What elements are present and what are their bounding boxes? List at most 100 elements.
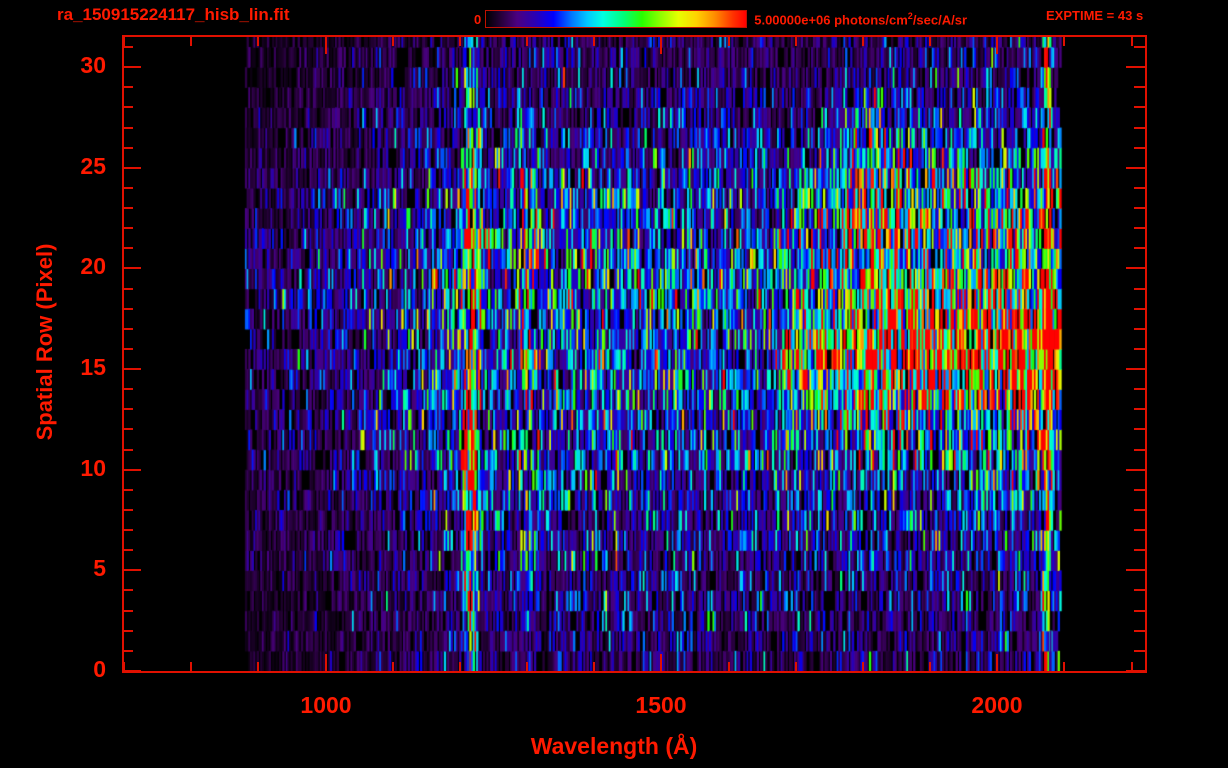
x-axis-tick-minor-top xyxy=(123,35,125,46)
y-axis-tick-minor-right xyxy=(1134,449,1145,451)
y-axis-tick-minor-right xyxy=(1134,86,1145,88)
y-axis-tick-major xyxy=(122,670,141,672)
x-axis-tick-major-top xyxy=(325,35,327,54)
y-axis-tick-minor-right xyxy=(1134,147,1145,149)
x-axis-tick-minor-top xyxy=(1063,35,1065,46)
x-axis-tick-major xyxy=(996,654,998,673)
y-axis-tick-minor-right xyxy=(1134,227,1145,229)
colorbar-max-units: /sec/A/sr xyxy=(912,12,968,28)
y-axis-tick-minor-right xyxy=(1134,589,1145,591)
y-axis-tick-major-right xyxy=(1126,469,1145,471)
y-axis-tick-minor-right xyxy=(1134,630,1145,632)
y-axis-tick-major xyxy=(122,569,141,571)
y-axis-tick-minor-right xyxy=(1134,489,1145,491)
y-axis-tick-major-right xyxy=(1126,66,1145,68)
y-axis-tick-minor xyxy=(122,247,133,249)
y-axis-tick-minor xyxy=(122,630,133,632)
y-axis-tick-minor xyxy=(122,408,133,410)
x-axis-tick-minor xyxy=(257,662,259,673)
y-axis-tick-minor xyxy=(122,106,133,108)
x-axis-tick-major-top xyxy=(660,35,662,54)
y-axis-tick-minor-right xyxy=(1134,610,1145,612)
y-axis-tick-minor xyxy=(122,650,133,652)
colorbar-max-label: 5.00000e+06 photons/cm2/sec/A/sr xyxy=(754,11,968,28)
exposure-time-label: EXPTIME = 43 s xyxy=(1046,8,1144,23)
y-axis-tick-minor xyxy=(122,589,133,591)
y-axis-tick-minor xyxy=(122,449,133,451)
x-axis-tick-label: 1000 xyxy=(300,692,352,718)
y-axis-tick-minor-right xyxy=(1134,650,1145,652)
y-axis-tick-minor-right xyxy=(1134,308,1145,310)
x-axis-tick-minor-top xyxy=(929,35,931,46)
y-axis-tick-minor xyxy=(122,288,133,290)
y-axis-tick-minor-right xyxy=(1134,328,1145,330)
y-axis-tick-minor-right xyxy=(1134,127,1145,129)
y-axis-tick-minor xyxy=(122,348,133,350)
y-axis-tick-minor-right xyxy=(1134,408,1145,410)
y-axis-tick-major xyxy=(122,66,141,68)
y-axis-tick-minor xyxy=(122,46,133,48)
y-axis-tick-minor xyxy=(122,187,133,189)
y-axis-tick-minor xyxy=(122,207,133,209)
x-axis-tick-minor xyxy=(1131,662,1133,673)
y-axis-tick-minor xyxy=(122,227,133,229)
y-axis-tick-minor-right xyxy=(1134,288,1145,290)
y-axis-tick-minor xyxy=(122,549,133,551)
y-axis-tick-minor xyxy=(122,428,133,430)
y-axis-tick-label: 0 xyxy=(93,656,106,682)
y-axis-tick-minor-right xyxy=(1134,187,1145,189)
y-axis-tick-major-right xyxy=(1126,167,1145,169)
x-axis-tick-major xyxy=(325,654,327,673)
x-axis-tick-minor xyxy=(929,662,931,673)
x-axis-title: Wavelength (Å) xyxy=(530,733,698,759)
y-axis-tick-minor-right xyxy=(1134,247,1145,249)
y-axis-tick-minor xyxy=(122,308,133,310)
colorbar-legend: 0 5.00000e+06 photons/cm2/sec/A/sr xyxy=(474,8,967,30)
y-axis-tick-minor xyxy=(122,610,133,612)
y-axis-tick-major xyxy=(122,368,141,370)
y-axis-tick-major xyxy=(122,167,141,169)
y-axis-tick-major xyxy=(122,469,141,471)
y-axis-tick-major-right xyxy=(1126,368,1145,370)
y-axis-tick-minor-right xyxy=(1134,428,1145,430)
y-axis-tick-label: 25 xyxy=(80,153,106,179)
x-axis-tick-minor xyxy=(123,662,125,673)
y-axis-tick-major-right xyxy=(1126,267,1145,269)
y-axis-tick-minor xyxy=(122,489,133,491)
x-axis-tick-minor xyxy=(593,662,595,673)
y-axis-title: Spatial Row (Pixel) xyxy=(32,243,57,441)
y-axis-tick-minor xyxy=(122,147,133,149)
x-axis-tick-minor xyxy=(1063,662,1065,673)
y-axis-tick-minor-right xyxy=(1134,207,1145,209)
x-axis-tick-minor-top xyxy=(526,35,528,46)
x-axis-tick-minor-top xyxy=(190,35,192,46)
y-axis-tick-minor-right xyxy=(1134,106,1145,108)
page-title: ra_150915224117_hisb_lin.fit xyxy=(57,5,290,24)
colorbar-max-value: 5.00000e+06 photons/cm xyxy=(754,12,908,28)
x-axis-tick-minor xyxy=(795,662,797,673)
y-axis-tick-label: 30 xyxy=(80,52,106,78)
y-axis-tick-minor xyxy=(122,529,133,531)
x-axis-tick-minor xyxy=(459,662,461,673)
y-axis-tick-minor-right xyxy=(1134,529,1145,531)
plot-frame xyxy=(122,35,1147,673)
y-axis-tick-minor-right xyxy=(1134,46,1145,48)
x-axis-tick-minor-top xyxy=(593,35,595,46)
x-axis-tick-minor xyxy=(526,662,528,673)
x-axis-tick-minor-top xyxy=(392,35,394,46)
y-axis-tick-label: 10 xyxy=(80,455,106,481)
x-axis-tick-major-top xyxy=(996,35,998,54)
x-axis-tick-minor-top xyxy=(257,35,259,46)
x-axis-tick-label: 2000 xyxy=(971,692,1023,718)
x-axis-tick-minor-top xyxy=(862,35,864,46)
y-axis-tick-minor xyxy=(122,388,133,390)
x-axis-tick-minor-top xyxy=(795,35,797,46)
spectrogram-image xyxy=(124,37,1145,671)
x-axis-tick-minor xyxy=(392,662,394,673)
y-axis-tick-minor-right xyxy=(1134,549,1145,551)
y-axis-tick-major-right xyxy=(1126,670,1145,672)
y-axis-tick-minor-right xyxy=(1134,509,1145,511)
y-axis-tick-minor-right xyxy=(1134,388,1145,390)
x-axis-tick-minor-top xyxy=(728,35,730,46)
